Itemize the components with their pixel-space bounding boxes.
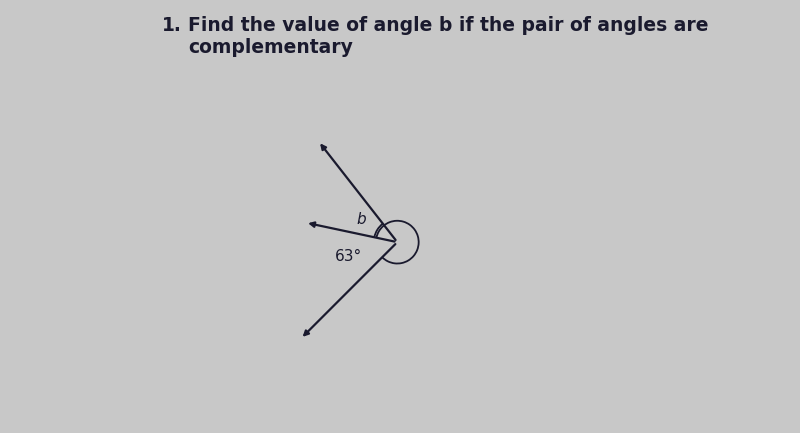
Text: 1.: 1. bbox=[162, 16, 182, 35]
Text: Find the value of angle b if the pair of angles are
complementary: Find the value of angle b if the pair of… bbox=[188, 16, 708, 57]
Text: b: b bbox=[356, 212, 366, 227]
Text: 63°: 63° bbox=[334, 249, 362, 264]
